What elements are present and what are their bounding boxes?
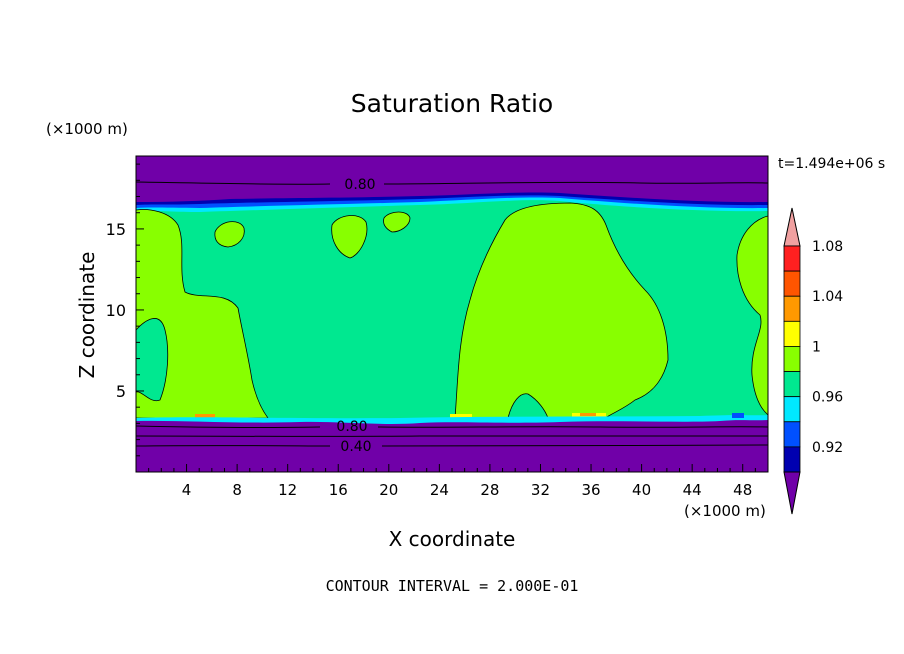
contour-field (136, 156, 768, 472)
high-spot-right-core (580, 413, 596, 416)
colorbar-label: 1.08 (812, 239, 843, 255)
z-unit-label: (×1000 m) (46, 120, 128, 138)
colorbar-swatch (783, 446, 801, 473)
colorbar-swatch (783, 270, 801, 297)
time-label: t=1.494e+06 s (778, 156, 885, 172)
supersaturated-patch-3 (383, 211, 411, 233)
x-axis-title: X coordinate (389, 527, 516, 551)
chart-title: Saturation Ratio (351, 89, 553, 118)
colorbar-label: 0.92 (812, 440, 843, 456)
contour-line-upper-0.80 (136, 181, 768, 185)
colorbar-label: 1.04 (812, 289, 843, 305)
x-tick-label: 16 (329, 481, 348, 499)
colorbar-swatch (783, 295, 801, 322)
contour-label-lower-040: 0.40 (340, 439, 371, 455)
supersaturated-patch-1 (214, 221, 245, 248)
colorbar-swatch (783, 320, 801, 347)
colorbar: 0.92 0.96 1 1.04 1.08 (783, 207, 843, 515)
x-tick-label: 44 (683, 481, 702, 499)
x-tick-label: 20 (379, 481, 398, 499)
contour-interval-footer: CONTOUR INTERVAL = 2.000E-01 (326, 577, 579, 595)
left-plume-notch (136, 318, 169, 402)
colorbar-under-triangle (783, 471, 801, 515)
colorbar-swatch (783, 371, 801, 398)
x-tick-label: 36 (581, 481, 600, 499)
colorbar-swatch (783, 421, 801, 448)
x-tick-label: 24 (430, 481, 449, 499)
colorbar-label: 0.96 (812, 390, 843, 406)
y-tick-label: 5 (116, 382, 126, 401)
x-tick-label: 32 (531, 481, 550, 499)
x-tick-label: 40 (632, 481, 651, 499)
y-axis-ticks: 5 10 15 (106, 163, 144, 457)
contour-line-lower-0.40 (136, 444, 768, 447)
upper-dry-layer (136, 156, 768, 203)
y-axis-title: Z coordinate (75, 252, 99, 379)
supersaturated-patch-2 (331, 215, 368, 259)
contour-label-lower-080: 0.80 (336, 419, 367, 435)
colorbar-swatch (783, 346, 801, 372)
y-tick-label: 10 (106, 301, 126, 320)
contour-label-upper: 0.80 (344, 177, 375, 193)
high-spot-left (195, 414, 215, 418)
x-tick-label: 48 (733, 481, 752, 499)
central-plume-notch (507, 393, 549, 419)
high-spot-mid (450, 414, 472, 418)
x-unit-label: (×1000 m) (684, 502, 766, 520)
x-tick-label: 4 (182, 481, 192, 499)
x-tick-label: 8 (232, 481, 242, 499)
supersaturated-right-edge (736, 215, 768, 416)
supersaturated-central-plume (454, 202, 669, 419)
colorbar-swatch (783, 396, 801, 423)
x-axis-ticks: 4 8 12 16 20 24 28 32 36 40 44 48 (148, 464, 756, 499)
colorbar-swatch (783, 245, 801, 272)
supersaturated-left-plume (136, 209, 269, 419)
colorbar-label: 1 (812, 339, 821, 355)
low-blue-spot (732, 413, 744, 418)
colorbar-over-triangle (783, 207, 801, 247)
x-tick-label: 28 (480, 481, 499, 499)
contour-line-lower-mid (136, 435, 768, 437)
contour-line-lower-0.80 (136, 425, 768, 428)
x-tick-label: 12 (278, 481, 297, 499)
y-tick-label: 15 (106, 220, 126, 239)
